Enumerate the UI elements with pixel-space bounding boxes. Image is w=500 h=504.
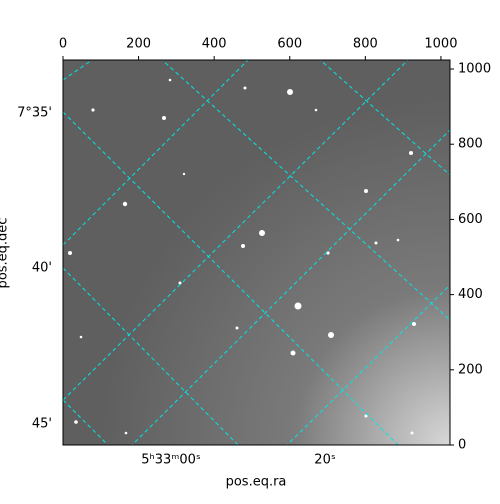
- ra-tick-label: 5ʰ33ᵐ00ˢ: [141, 453, 201, 468]
- y-tick-label: 200: [458, 362, 483, 377]
- x-tick-label: 600: [277, 37, 302, 52]
- stars: [68, 78, 416, 435]
- y-tick-label: 800: [458, 137, 483, 152]
- sky-image: [63, 60, 450, 445]
- x-tick-label: 1000: [424, 37, 457, 52]
- y-tick-label: 0: [458, 438, 466, 453]
- x-tick-label: 800: [353, 37, 378, 52]
- dec-tick-label: 7°35': [17, 106, 52, 121]
- x-tick-label: 400: [202, 37, 227, 52]
- dec-tick-label: 40': [32, 261, 52, 276]
- y-tick-label: 1000: [458, 62, 491, 77]
- x-tick-label: 200: [126, 37, 151, 52]
- x-tick-label: 0: [59, 37, 67, 52]
- coordinate-grid: [63, 60, 450, 445]
- frame: [62, 59, 451, 446]
- x-axis-label: pos.eq.ra: [226, 475, 287, 490]
- y-axis-label: pos.eq.dec: [0, 218, 11, 289]
- y-tick-label: 600: [458, 212, 483, 227]
- ra-tick-label: 20ˢ: [314, 453, 336, 468]
- dec-tick-label: 45': [32, 417, 52, 432]
- y-tick-label: 400: [458, 287, 483, 302]
